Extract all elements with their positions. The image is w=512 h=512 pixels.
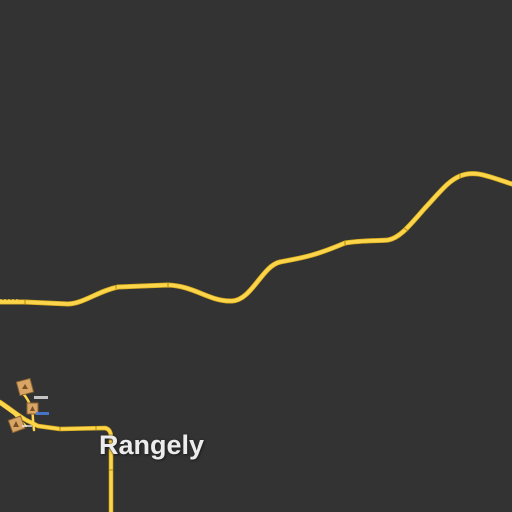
poi-marker-1[interactable] (15, 377, 35, 397)
building-icon (13, 421, 19, 427)
poi-marker-3[interactable] (7, 415, 26, 434)
minor-map-labels (22, 396, 49, 427)
building-icon (30, 406, 35, 411)
building-icon (22, 384, 28, 389)
local-road-ticks (59, 426, 113, 471)
town-label-rangely[interactable]: Rangely (99, 430, 205, 460)
highway-main-road-fill (0, 171, 512, 306)
highway-segment-ticks (24, 174, 461, 304)
poi-marker-2[interactable] (26, 402, 39, 415)
